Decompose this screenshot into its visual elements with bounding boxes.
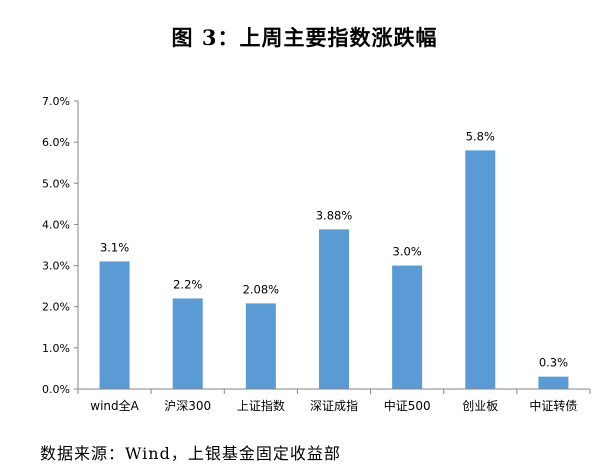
y-axis: 0.0% 1.0% 2.0% 3.0% 4.0% 5.0% 6.0% 7.0% — [42, 95, 79, 396]
x-tick-label: 中证500 — [384, 398, 431, 413]
data-label: 5.8% — [466, 129, 495, 143]
y-tick-label: 1.0% — [42, 342, 70, 355]
y-tick-label: 0.0% — [42, 383, 70, 396]
x-tick-label: 深证成指 — [310, 398, 358, 413]
x-tick-label: 创业板 — [462, 399, 498, 413]
y-tick-label: 5.0% — [42, 177, 70, 190]
x-axis: wind全A 沪深300 上证指数 深证成指 中证500 创业板 中证转债 — [77, 388, 591, 413]
data-source-note: 数据来源：Wind，上银基金固定收益部 — [40, 444, 341, 463]
bar — [465, 150, 496, 389]
bar — [538, 376, 569, 389]
bar — [99, 261, 130, 389]
x-tick-label: 中证转债 — [529, 398, 577, 413]
data-label: 3.88% — [316, 208, 353, 222]
data-label: 3.1% — [100, 240, 129, 254]
bar — [245, 303, 276, 389]
bar — [392, 265, 423, 389]
bars — [99, 150, 569, 389]
bar — [172, 298, 203, 389]
x-tick-label: wind全A — [90, 398, 139, 413]
data-label: 3.0% — [393, 245, 422, 259]
data-label: 2.08% — [243, 282, 280, 296]
x-tick-label: 沪深300 — [164, 399, 211, 413]
x-tick-label: 上证指数 — [237, 398, 285, 413]
data-label: 2.2% — [173, 277, 202, 291]
chart-title: 图 3：上周主要指数涨跌幅 — [171, 25, 438, 50]
bar-chart: 0.0% 1.0% 2.0% 3.0% 4.0% 5.0% 6.0% 7.0% 3.1% 2.2… — [42, 95, 591, 413]
y-tick-label: 7.0% — [42, 95, 70, 108]
y-tick-label: 4.0% — [42, 218, 70, 231]
y-tick-label: 3.0% — [42, 260, 70, 273]
y-tick-label: 2.0% — [42, 301, 70, 314]
data-label: 0.3% — [539, 356, 568, 370]
y-tick-label: 6.0% — [42, 136, 70, 149]
data-labels: 3.1% 2.2% 2.08% 3.88% 3.0% 5.8% 0.3% — [100, 129, 568, 369]
bar — [319, 229, 349, 389]
